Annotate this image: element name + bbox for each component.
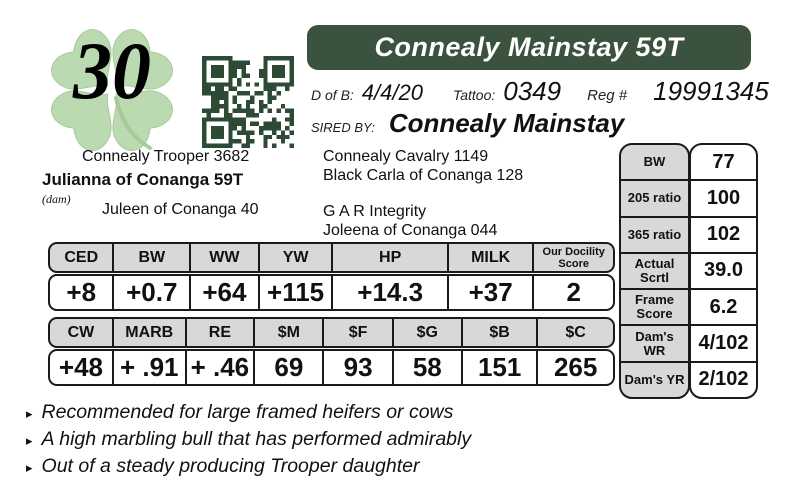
epd-value: +64 <box>189 276 258 309</box>
epd-header: CED <box>64 248 99 266</box>
dam-tag: (dam) <box>42 192 71 206</box>
epd-value: +0.7 <box>112 276 189 309</box>
epd-value: +37 <box>446 276 533 309</box>
dob-value: 4/4/20 <box>361 80 423 105</box>
performance-value: 4/102 <box>691 324 756 360</box>
epd-primary-value-row: +8 +0.7 +64 +115 +14.3 +37 2 <box>48 274 615 311</box>
reg-label: Reg # <box>587 87 628 104</box>
footnote-text: A high marbling bull that has performed … <box>41 428 472 450</box>
dam-name: Julianna of Conanga 59T <box>42 170 244 189</box>
epd-value: +8 <box>66 277 97 307</box>
footnote: ▸ Recommended for large framed heifers o… <box>26 401 471 428</box>
animal-title-bar: Connealy Mainstay 59T <box>307 25 751 70</box>
performance-label: BW <box>643 154 666 170</box>
performance-value: 39.0 <box>691 251 756 288</box>
epd-value: +14.3 <box>331 276 446 309</box>
performance-label: Dam's YR <box>621 360 688 397</box>
epd-primary-header-row: CED BW WW YW HP MILK Our Docility Score <box>48 242 615 273</box>
epd-header: HP <box>331 244 446 271</box>
performance-value: 2/102 <box>691 360 756 397</box>
bullet-icon: ▸ <box>26 460 33 475</box>
sires-sire: Connealy Cavalry 1149 <box>323 148 489 165</box>
epd-dollar-value-row: +48 + .91 + .46 69 93 58 151 265 <box>48 349 615 386</box>
epd-table-primary: CED BW WW YW HP MILK Our Docility Score … <box>48 242 615 311</box>
footnote: ▸ A high marbling bull that has performe… <box>26 428 471 455</box>
epd-value: +48 <box>58 352 104 382</box>
epd-header: $G <box>391 319 461 346</box>
performance-value: 100 <box>691 179 756 215</box>
epd-value: +115 <box>257 276 332 309</box>
performance-value: 6.2 <box>691 288 756 324</box>
performance-values-column: 77 100 102 39.0 6.2 4/102 2/102 <box>689 143 758 399</box>
epd-dollar-header-row: CW MARB RE $M $F $G $B $C <box>48 317 615 348</box>
performance-labels-column: BW 205 ratio 365 ratio Actual Scrtl Fram… <box>619 143 690 399</box>
four-leaf-clover-icon <box>51 29 173 151</box>
epd-header: CW <box>67 323 95 341</box>
epd-value: 69 <box>253 351 322 384</box>
bullet-icon: ▸ <box>26 433 33 448</box>
performance-label: 365 ratio <box>621 215 688 252</box>
epd-header: MARB <box>111 319 185 346</box>
epd-header: $C <box>536 319 613 346</box>
footnote: ▸ Out of a steady producing Trooper daug… <box>26 455 471 482</box>
sired-by-label: SIRED BY: <box>311 120 375 135</box>
performance-table: BW 205 ratio 365 ratio Actual Scrtl Fram… <box>619 143 759 399</box>
reg-value: 19991345 <box>653 76 769 106</box>
performance-label: Actual Scrtl <box>621 251 688 288</box>
bullet-icon: ▸ <box>26 406 33 421</box>
sire-of-dam: Connealy Trooper 3682 <box>82 148 250 165</box>
epd-header: RE <box>184 319 254 346</box>
dob-label: D of B: <box>311 87 354 103</box>
epd-header: $B <box>460 319 536 346</box>
sire-pedigree: Connealy Cavalry 1149 Black Carla of Con… <box>323 147 523 240</box>
performance-label: Frame Score <box>621 288 688 324</box>
sire-name: Connealy Mainstay <box>388 108 625 138</box>
dams-sire: G A R Integrity <box>323 203 427 220</box>
epd-table-dollar: CW MARB RE $M $F $G $B $C +48 + .91 + .4… <box>48 317 615 386</box>
tattoo-value: 0349 <box>503 76 562 106</box>
epd-header: BW <box>112 244 189 271</box>
epd-value: 2 <box>532 276 613 309</box>
performance-label: Dam's WR <box>621 324 688 360</box>
qr-code <box>202 56 294 148</box>
performance-value: 77 <box>712 150 735 173</box>
sired-by-line: SIRED BY: Connealy Mainstay <box>311 108 624 139</box>
animal-name: Connealy Mainstay 59T <box>374 32 684 62</box>
dams-dam: Joleena of Conanga 044 <box>323 222 498 239</box>
dam-pedigree: Connealy Trooper 3682 Julianna of Conang… <box>40 148 300 228</box>
performance-label: 205 ratio <box>621 179 688 215</box>
epd-header: $F <box>322 319 391 346</box>
epd-value: 151 <box>460 351 536 384</box>
epd-value: 265 <box>536 351 613 384</box>
lot-number: 30 <box>73 25 151 116</box>
dam-of-dam: Juleen of Conanga 40 <box>102 201 259 218</box>
epd-value: 93 <box>322 351 391 384</box>
epd-value: + .46 <box>184 351 254 384</box>
epd-header: WW <box>189 244 258 271</box>
epd-header: MILK <box>446 244 533 271</box>
epd-value: + .91 <box>111 351 185 384</box>
performance-value: 102 <box>691 215 756 252</box>
tattoo-label: Tattoo: <box>452 87 496 103</box>
sires-dam: Black Carla of Conanga 128 <box>323 167 524 184</box>
vitals-line: D of B: 4/4/20 Tattoo: 0349 Reg # 199913… <box>311 76 801 107</box>
epd-value: 58 <box>391 351 461 384</box>
epd-header: $M <box>253 319 322 346</box>
epd-header: Our Docility Score <box>532 244 613 271</box>
footnote-text: Recommended for large framed heifers or … <box>41 401 454 423</box>
epd-header: YW <box>257 244 332 271</box>
footnote-text: Out of a steady producing Trooper daught… <box>41 455 420 477</box>
footnotes: ▸ Recommended for large framed heifers o… <box>26 401 471 482</box>
